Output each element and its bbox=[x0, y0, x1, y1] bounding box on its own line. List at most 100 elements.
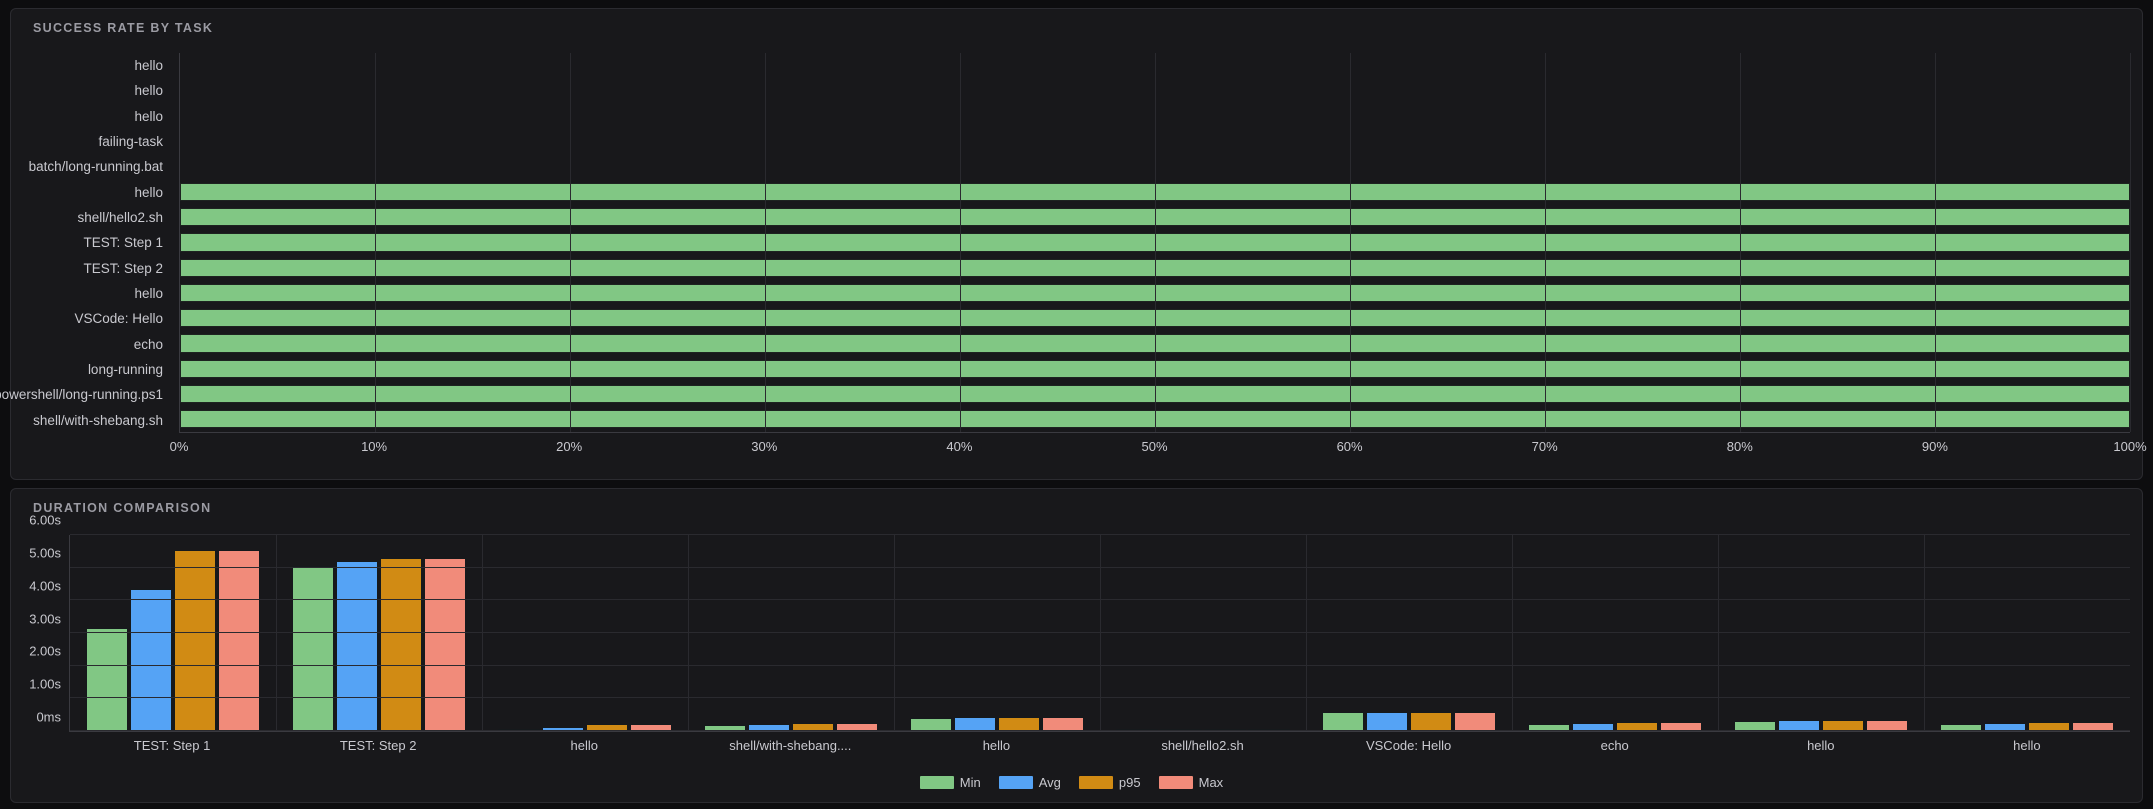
success-chart-x-tick-label: 40% bbox=[946, 439, 973, 454]
duration-chart-group-divider bbox=[276, 535, 277, 731]
success-chart-x-tick-label: 30% bbox=[751, 439, 778, 454]
success-chart-category-label: powershell/long-running.ps1 bbox=[0, 387, 163, 403]
duration-chart-bar-p95[interactable] bbox=[174, 549, 216, 731]
duration-chart-category-label: hello bbox=[982, 738, 1011, 753]
duration-chart-group-divider bbox=[1512, 535, 1513, 731]
legend-label-p95: p95 bbox=[1118, 775, 1141, 790]
success-chart-x-tick-label: 80% bbox=[1726, 439, 1753, 454]
success-chart-category-label: echo bbox=[133, 336, 163, 352]
success-chart-x-tick-label: 70% bbox=[1531, 439, 1558, 454]
legend-swatch-avg bbox=[998, 776, 1033, 789]
success-chart-category-label: hello bbox=[134, 83, 163, 99]
success-chart-category-label: shell/hello2.sh bbox=[77, 210, 163, 226]
duration-chart-group bbox=[1100, 535, 1306, 731]
legend-swatch-max bbox=[1158, 776, 1193, 789]
panel-success-rate-by-task: Success Rate by Task hello hello hello fail… bbox=[0, 8, 2147, 480]
success-rate-chart: hello hello hello failing-task batch/long-ru… bbox=[0, 45, 2147, 479]
success-chart-x-tick-label: 50% bbox=[1141, 439, 1168, 454]
duration-chart-x-axis-labels: TEST: Step 1 TEST: Step 2 hello shell/with-… bbox=[69, 738, 2130, 758]
success-chart-x-tick-label: 90% bbox=[1921, 439, 1948, 454]
success-chart-category-label: long-running bbox=[87, 362, 163, 378]
success-chart-gridline bbox=[1350, 53, 1351, 432]
duration-chart-bar-p95[interactable] bbox=[998, 716, 1040, 731]
duration-chart-group bbox=[482, 535, 688, 731]
duration-chart-bar-p95[interactable] bbox=[380, 557, 422, 731]
duration-chart-y-tick-label: 6.00s bbox=[29, 512, 61, 528]
duration-chart-group-divider bbox=[688, 535, 689, 731]
success-chart-gridline bbox=[375, 53, 376, 432]
success-chart-category-label: failing-task bbox=[98, 134, 163, 150]
duration-chart-y-tick-label: 0ms bbox=[36, 709, 61, 725]
duration-chart-bar-p95[interactable] bbox=[1410, 712, 1452, 731]
legend-item-avg[interactable]: Avg bbox=[998, 775, 1061, 790]
duration-chart-legend: Min Avg p95 Max bbox=[11, 775, 2142, 790]
success-chart-x-tick-label: 0% bbox=[169, 439, 189, 454]
duration-chart-bar-avg[interactable] bbox=[336, 561, 378, 731]
panel-title-success-rate: Success Rate by Task bbox=[33, 21, 214, 35]
success-chart-gridline bbox=[1545, 53, 1546, 432]
duration-chart-y-axis-labels: 0ms 1.00s 2.00s 3.00s 4.00s 5.00s 6.00s bbox=[11, 513, 61, 732]
legend-item-max[interactable]: Max bbox=[1158, 775, 1224, 790]
legend-label-max: Max bbox=[1198, 775, 1224, 790]
duration-chart-bar-max[interactable] bbox=[1454, 712, 1496, 731]
success-chart-x-tick-label: 20% bbox=[556, 439, 583, 454]
duration-chart-group bbox=[276, 535, 482, 731]
success-chart-category-label: hello bbox=[134, 286, 163, 302]
success-chart-category-label: VSCode: Hello bbox=[74, 311, 163, 327]
success-chart-category-label: hello bbox=[134, 58, 163, 74]
legend-item-p95[interactable]: p95 bbox=[1078, 775, 1141, 790]
duration-chart-category-label: TEST: Step 2 bbox=[339, 738, 417, 753]
duration-chart-bar-avg[interactable] bbox=[1366, 712, 1408, 731]
duration-chart-bar-max[interactable] bbox=[1042, 716, 1084, 731]
duration-chart-bar-avg[interactable] bbox=[130, 588, 172, 731]
success-chart-gridline bbox=[1155, 53, 1156, 432]
success-chart-x-tick-label: 100% bbox=[2113, 439, 2147, 454]
duration-chart-y-tick-label: 3.00s bbox=[29, 611, 61, 626]
success-chart-category-label: TEST: Step 2 bbox=[83, 260, 163, 276]
duration-chart-category-label: hello bbox=[1807, 738, 1835, 753]
success-chart-gridline bbox=[960, 53, 961, 432]
duration-chart-plot-area bbox=[69, 534, 2130, 732]
duration-chart-group bbox=[1924, 535, 2130, 731]
success-chart-gridline bbox=[570, 53, 571, 432]
duration-chart-bar-max[interactable] bbox=[424, 557, 466, 731]
success-chart-y-axis-labels: hello hello hello failing-task batch/long-ru… bbox=[0, 53, 171, 433]
duration-chart-group bbox=[1512, 535, 1718, 731]
duration-chart-bar-min[interactable] bbox=[86, 628, 128, 731]
duration-chart-group bbox=[1718, 535, 1924, 731]
legend-swatch-min bbox=[919, 776, 954, 789]
success-chart-category-label: TEST: Step 1 bbox=[83, 235, 163, 251]
duration-chart-group-divider bbox=[1306, 535, 1307, 731]
duration-chart-group bbox=[70, 535, 276, 731]
duration-chart-category-label: shell/hello2.sh bbox=[1161, 738, 1244, 753]
panel-title-duration-comparison: Duration Comparison bbox=[33, 501, 212, 515]
duration-chart-group bbox=[688, 535, 894, 731]
duration-chart-group-divider bbox=[1100, 535, 1101, 731]
success-chart-plot-area bbox=[179, 53, 2131, 433]
duration-chart-group-divider bbox=[482, 535, 483, 731]
duration-chart-y-tick-label: 5.00s bbox=[29, 545, 61, 561]
duration-chart-category-label: VSCode: Hello bbox=[1365, 738, 1452, 753]
success-chart-category-label: batch/long-running.bat bbox=[28, 159, 163, 175]
legend-label-avg: Avg bbox=[1038, 775, 1061, 790]
success-chart-x-tick-label: 10% bbox=[361, 439, 388, 454]
duration-chart-gridline bbox=[70, 534, 2130, 535]
duration-chart-y-tick-label: 1.00s bbox=[29, 676, 61, 692]
success-chart-gridline bbox=[1740, 53, 1741, 432]
duration-chart-bar-avg[interactable] bbox=[954, 717, 996, 731]
duration-chart-bar-min[interactable] bbox=[1322, 712, 1364, 731]
duration-chart-bar-min[interactable] bbox=[292, 566, 334, 731]
duration-chart-group-divider bbox=[1924, 535, 1925, 731]
duration-chart-group bbox=[1306, 535, 1512, 731]
duration-comparison-chart: 0ms 1.00s 2.00s 3.00s 4.00s 5.00s 6.00s TEST: … bbox=[11, 513, 2142, 802]
duration-chart-bar-max[interactable] bbox=[218, 549, 260, 731]
legend-label-min: Min bbox=[959, 775, 981, 790]
duration-chart-category-label: shell/with-shebang.... bbox=[729, 738, 852, 753]
success-chart-gridline bbox=[2130, 53, 2131, 432]
duration-chart-category-label: TEST: Step 1 bbox=[133, 738, 211, 753]
duration-chart-category-label: echo bbox=[1600, 738, 1629, 753]
duration-chart-y-tick-label: 2.00s bbox=[29, 643, 61, 659]
legend-item-min[interactable]: Min bbox=[919, 775, 981, 790]
success-chart-category-label: hello bbox=[134, 184, 163, 200]
